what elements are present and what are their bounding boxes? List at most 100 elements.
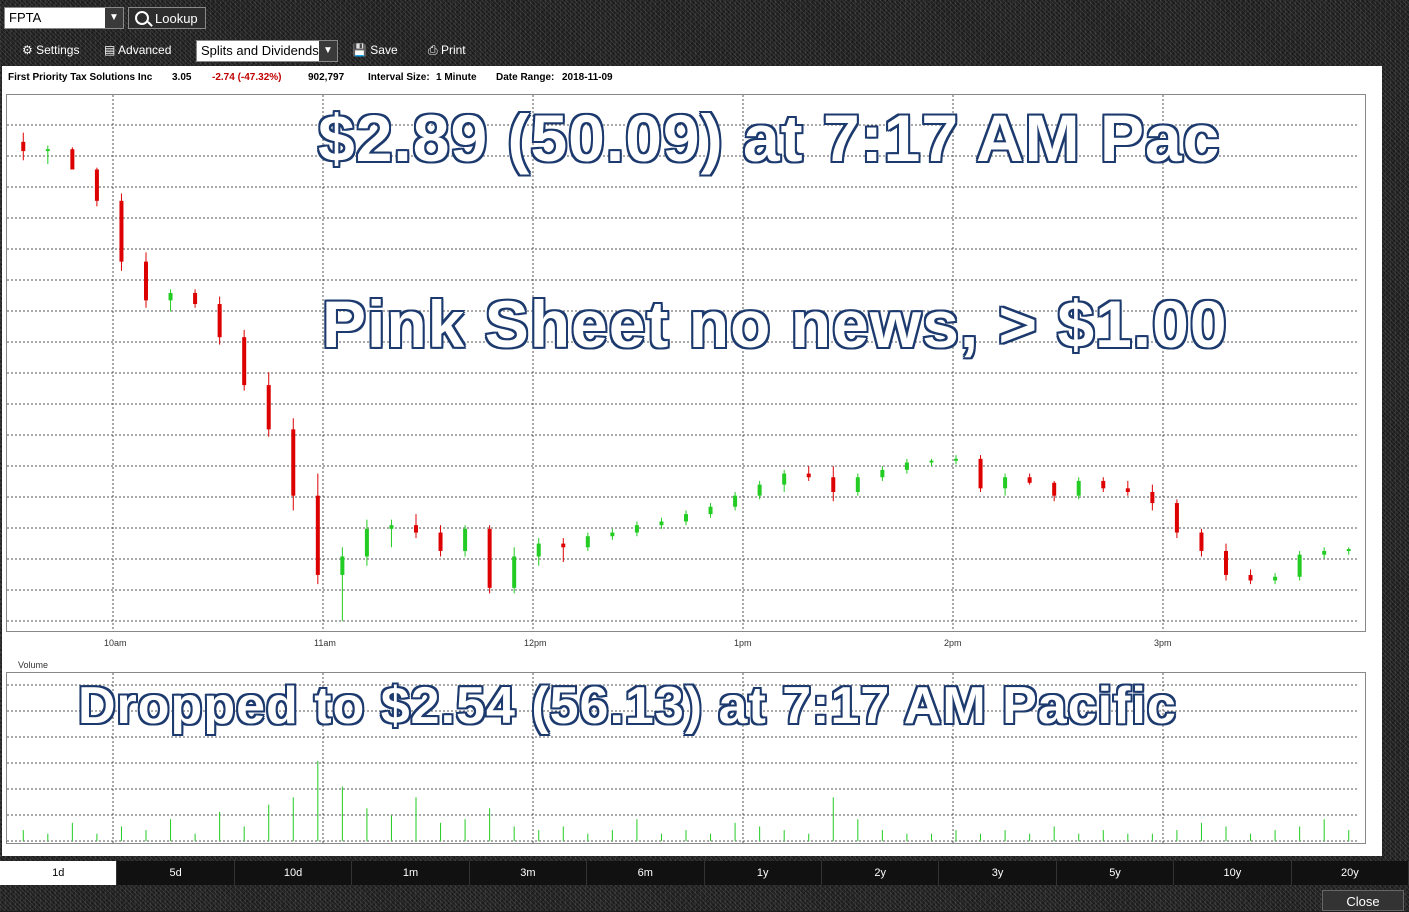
candle-body — [733, 495, 738, 507]
splits-dividends-select[interactable]: Splits and Dividends ▼ — [196, 40, 338, 62]
candle-body — [1199, 532, 1204, 551]
chart-icon: ▤ — [104, 43, 116, 57]
candle-body — [217, 304, 222, 338]
candle-body — [684, 514, 688, 522]
candle-body — [831, 477, 836, 492]
tab-1y[interactable]: 1y — [705, 861, 822, 885]
price-change: -2.74 (-47.32%) — [212, 72, 282, 83]
x-tick-label: 2pm — [944, 638, 962, 648]
tab-1m[interactable]: 1m — [352, 861, 470, 885]
candle-body — [291, 429, 296, 496]
lookup-button[interactable]: Lookup — [128, 7, 206, 29]
candle-body — [340, 556, 345, 575]
date-range-label: Date Range: — [496, 72, 555, 83]
last-price: 3.05 — [172, 72, 192, 83]
candle-body — [634, 525, 639, 533]
candle-body — [880, 469, 885, 478]
candle-body — [1052, 482, 1057, 496]
candle-body — [414, 525, 418, 533]
x-tick-label: 12pm — [524, 638, 547, 648]
tab-20y[interactable]: 20y — [1292, 861, 1409, 885]
volume-chart-svg — [7, 673, 1357, 843]
print-label: Print — [440, 43, 466, 57]
tab-2y[interactable]: 2y — [822, 861, 940, 885]
candle-body — [119, 200, 124, 262]
candle-body — [1027, 477, 1032, 483]
save-button[interactable]: 💾 Save — [352, 39, 398, 61]
volume-total: 902,797 — [308, 72, 345, 83]
candle-body — [94, 169, 99, 201]
candle-body — [1297, 554, 1302, 577]
candle-body — [1101, 480, 1106, 489]
print-button[interactable]: ⎙ Print — [428, 39, 466, 61]
price-chart-svg — [7, 95, 1357, 631]
tab-3y[interactable]: 3y — [939, 861, 1057, 885]
chevron-down-icon[interactable]: ▼ — [105, 8, 123, 28]
tab-6m[interactable]: 6m — [587, 861, 705, 885]
save-icon: 💾 — [352, 43, 367, 57]
annotation-price: $2.89 (50.09) at 7:17 AM Pac — [318, 101, 1221, 175]
x-tick-label: 10am — [104, 638, 127, 648]
candle-body — [1273, 576, 1278, 581]
candle-body — [463, 528, 468, 551]
interval-value: 1 Minute — [436, 72, 477, 83]
tab-10d[interactable]: 10d — [235, 861, 353, 885]
candle-body — [266, 385, 271, 430]
symbol-value: FPTA — [9, 10, 42, 25]
candle-body — [1125, 488, 1130, 492]
candle-body — [1322, 550, 1327, 555]
candle-body — [1076, 480, 1081, 496]
search-icon — [135, 11, 149, 25]
price-chart-area[interactable] — [6, 94, 1366, 632]
interval-label: Interval Size: — [368, 72, 430, 83]
candle-body — [708, 506, 713, 515]
candle-body — [168, 292, 173, 301]
volume-chart-area[interactable] — [6, 672, 1366, 844]
candle-body — [1174, 503, 1179, 533]
save-label: Save — [370, 43, 398, 57]
candle-body — [855, 477, 860, 492]
candle-body — [904, 462, 909, 470]
candle-body — [561, 543, 566, 548]
advanced-button[interactable]: ▤ Advanced — [104, 39, 171, 61]
candle-body — [954, 458, 958, 461]
company-name: First Priority Tax Solutions Inc — [8, 72, 153, 83]
candle-body — [193, 292, 198, 305]
candle-body — [806, 473, 811, 478]
x-axis: 10am 11am 12pm 1pm 2pm 3pm — [0, 638, 1409, 652]
advanced-label: Advanced — [118, 43, 172, 57]
tab-10y[interactable]: 10y — [1174, 861, 1292, 885]
lookup-label: Lookup — [155, 11, 198, 26]
date-range-value: 2018-11-09 — [562, 72, 613, 83]
candle-body — [659, 521, 664, 526]
candle-body — [512, 556, 517, 588]
candle-body — [1224, 550, 1228, 575]
candle-body — [389, 525, 394, 529]
symbol-input[interactable]: FPTA ▼ — [4, 7, 124, 29]
candle-body — [144, 261, 148, 301]
candle-body — [782, 473, 787, 485]
tab-5d[interactable]: 5d — [117, 861, 235, 885]
candle-body — [1003, 477, 1008, 489]
candle-body — [929, 460, 934, 463]
range-tabs: 1d 5d 10d 1m 3m 6m 1y 2y 3y 5y 10y 20y — [0, 861, 1409, 885]
candle-body — [438, 532, 443, 551]
x-tick-label: 11am — [314, 638, 336, 648]
print-icon: ⎙ — [428, 43, 438, 57]
splits-label: Splits and Dividends — [201, 43, 319, 58]
candle-body — [1248, 574, 1253, 581]
close-button[interactable]: Close — [1322, 890, 1404, 911]
tab-3m[interactable]: 3m — [470, 861, 588, 885]
tab-1d[interactable]: 1d — [0, 861, 118, 885]
candle-body — [242, 337, 247, 386]
chevron-down-icon[interactable]: ▼ — [319, 41, 337, 61]
tab-5y[interactable]: 5y — [1057, 861, 1175, 885]
x-tick-label: 1pm — [734, 638, 752, 648]
volume-label: Volume — [18, 660, 49, 670]
candle-body — [21, 141, 26, 152]
settings-button[interactable]: ⚙ Settings — [22, 39, 79, 61]
candle-body — [487, 528, 492, 588]
gear-icon: ⚙ — [22, 43, 33, 57]
settings-label: Settings — [36, 43, 80, 57]
chart-panel — [2, 66, 1382, 856]
